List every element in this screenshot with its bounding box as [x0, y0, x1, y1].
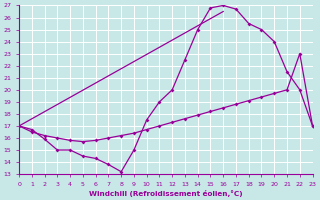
X-axis label: Windchill (Refroidissement éolien,°C): Windchill (Refroidissement éolien,°C) — [89, 190, 243, 197]
